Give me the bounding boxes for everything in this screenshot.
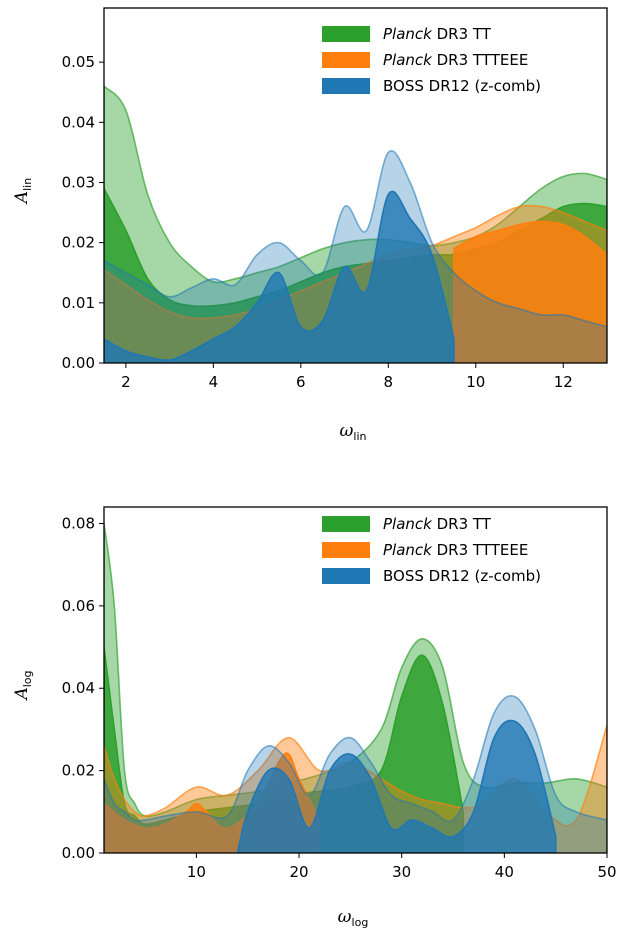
plot-area bbox=[104, 523, 607, 853]
x-tick-label: 50 bbox=[597, 863, 616, 881]
y-axis-label: Alin bbox=[12, 178, 34, 205]
legend-label: BOSS DR12 (z-comb) bbox=[383, 77, 541, 95]
legend-swatch bbox=[322, 516, 370, 532]
y-tick-label: 0.00 bbox=[62, 844, 95, 862]
legend-label: BOSS DR12 (z-comb) bbox=[383, 567, 541, 585]
x-tick-label: 20 bbox=[289, 863, 308, 881]
y-tick-label: 0.01 bbox=[62, 294, 95, 312]
legend: Planck DR3 TT Planck DR3 TTTEEE BOSS DR12 … bbox=[322, 25, 541, 95]
legend-label: Planck DR3 TT bbox=[383, 515, 492, 533]
x-tick-label: 30 bbox=[392, 863, 411, 881]
legend-swatch bbox=[322, 568, 370, 584]
chart-panel-1: 2 4 6 8 10 12 0.00 0.01 0.02 0.03 0.04 0.05 ωlin Alin… bbox=[12, 7, 608, 443]
y-axis-label: Alog bbox=[12, 670, 34, 701]
axes-frame bbox=[103, 7, 608, 364]
series-area-6 bbox=[104, 190, 455, 363]
legend-label: Planck DR3 TTTEEE bbox=[383, 51, 528, 69]
legend-swatch bbox=[322, 52, 370, 68]
series-area-6 bbox=[236, 719, 557, 853]
legend-swatch bbox=[322, 26, 370, 42]
legend-swatch bbox=[322, 542, 370, 558]
x-tick-label: 10 bbox=[466, 373, 485, 391]
legend-label: Planck DR3 TT bbox=[383, 25, 492, 43]
series-area-5 bbox=[104, 149, 607, 363]
plot-area bbox=[104, 85, 607, 363]
y-tick-label: 0.02 bbox=[62, 762, 95, 780]
chart-panel-2: 10 20 30 40 50 0.00 0.02 0.04 0.06 0.08 ωlog Alog Pl… bbox=[12, 506, 617, 929]
x-tick-label: 40 bbox=[495, 863, 514, 881]
legend: Planck DR3 TT Planck DR3 TTTEEE BOSS DR12 … bbox=[322, 515, 541, 585]
x-axis-label: ωlog bbox=[338, 907, 369, 929]
axes-frame bbox=[103, 506, 608, 854]
y-tick-label: 0.02 bbox=[62, 234, 95, 252]
y-tick-label: 0.04 bbox=[62, 679, 95, 697]
series-area-4 bbox=[453, 220, 607, 363]
x-tick-label: 2 bbox=[121, 373, 131, 391]
x-axis-label: ωlin bbox=[340, 421, 367, 443]
y-tick-label: 0.06 bbox=[62, 597, 95, 615]
x-tick-label: 12 bbox=[554, 373, 573, 391]
legend-swatch bbox=[322, 78, 370, 94]
x-tick-label: 8 bbox=[384, 373, 394, 391]
x-tick-label: 10 bbox=[187, 863, 206, 881]
y-tick-label: 0.04 bbox=[62, 113, 95, 131]
y-tick-label: 0.08 bbox=[62, 514, 95, 532]
y-tick-label: 0.00 bbox=[62, 354, 95, 372]
y-tick-label: 0.03 bbox=[62, 173, 95, 191]
x-tick-label: 4 bbox=[209, 373, 219, 391]
x-tick-label: 6 bbox=[296, 373, 306, 391]
legend-label: Planck DR3 TTTEEE bbox=[383, 541, 528, 559]
y-tick-label: 0.05 bbox=[62, 53, 95, 71]
